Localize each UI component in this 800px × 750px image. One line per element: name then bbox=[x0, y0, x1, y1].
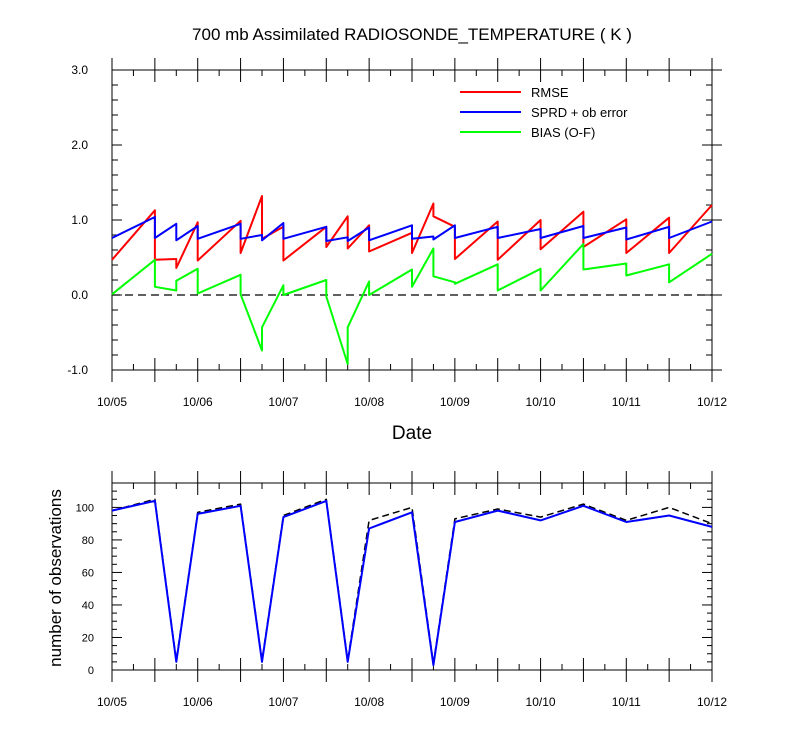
legend-label-sprd: SPRD + ob error bbox=[531, 105, 628, 120]
top-series bbox=[111, 195, 713, 365]
x-tick-label: 10/10 bbox=[526, 395, 556, 409]
x-tick-label: 10/11 bbox=[612, 695, 641, 709]
x-tick-label: 10/08 bbox=[354, 695, 384, 709]
bottom-axis-ticks bbox=[111, 471, 713, 682]
y-tick-label: 0.0 bbox=[71, 288, 88, 302]
x-tick-label: 10/05 bbox=[97, 395, 127, 409]
bottom-x-tick-labels: 10/05 10/06 10/07 10/08 10/09 10/10 10/11 10/12 bbox=[97, 695, 727, 709]
x-tick-label: 10/09 bbox=[440, 395, 470, 409]
x-axis-label: Date bbox=[392, 423, 432, 444]
x-tick-label: 10/12 bbox=[697, 395, 727, 409]
y-tick-label: 40 bbox=[82, 600, 94, 612]
x-tick-label: 10/08 bbox=[354, 395, 384, 409]
y-tick-label: 0 bbox=[88, 665, 94, 677]
legend-label-bias: BIAS (O-F) bbox=[531, 125, 595, 140]
chart-title: 700 mb Assimilated RADIOSONDE_TEMPERATUR… bbox=[192, 25, 632, 44]
y-tick-label: 2.0 bbox=[71, 138, 88, 152]
y-tick-label: 100 bbox=[76, 502, 94, 514]
x-tick-label: 10/07 bbox=[268, 395, 298, 409]
x-tick-label: 10/07 bbox=[268, 695, 298, 709]
series-line-bias-o-f bbox=[111, 243, 713, 365]
x-tick-label: 10/12 bbox=[697, 695, 727, 709]
y-tick-label: 1.0 bbox=[71, 213, 88, 227]
x-tick-label: 10/05 bbox=[97, 695, 127, 709]
legend-label-rmse: RMSE bbox=[531, 85, 569, 100]
x-tick-label: 10/06 bbox=[183, 695, 213, 709]
y-axis-label-observations: number of observations bbox=[46, 489, 65, 667]
series-line-sprd-ob-error bbox=[111, 216, 713, 242]
x-tick-label: 10/11 bbox=[612, 395, 641, 409]
series-line-possible bbox=[111, 498, 713, 665]
top-y-tick-labels: -1.0 0.0 1.0 2.0 3.0 bbox=[67, 63, 88, 377]
x-tick-label: 10/09 bbox=[440, 695, 470, 709]
y-tick-label: 20 bbox=[82, 632, 94, 644]
bottom-series bbox=[111, 498, 713, 667]
bottom-y-tick-labels: 0 20 40 60 80 100 bbox=[76, 502, 94, 677]
top-x-tick-labels: 10/05 10/06 10/07 10/08 10/09 10/10 10/11 10/12 bbox=[97, 395, 727, 409]
x-tick-label: 10/06 bbox=[183, 395, 213, 409]
legend: RMSE SPRD + ob error BIAS (O-F) bbox=[460, 85, 628, 140]
y-tick-label: 3.0 bbox=[71, 63, 88, 77]
top-axis-ticks bbox=[111, 58, 722, 382]
y-tick-label: 60 bbox=[82, 567, 94, 579]
y-tick-label: -1.0 bbox=[67, 363, 88, 377]
x-tick-label: 10/10 bbox=[526, 695, 556, 709]
y-tick-label: 80 bbox=[82, 535, 94, 547]
top-panel: -1.00.01.02.03.0 10/05 10/06 10/07 10/08 10/… bbox=[67, 58, 727, 444]
series-line-used bbox=[111, 499, 713, 667]
